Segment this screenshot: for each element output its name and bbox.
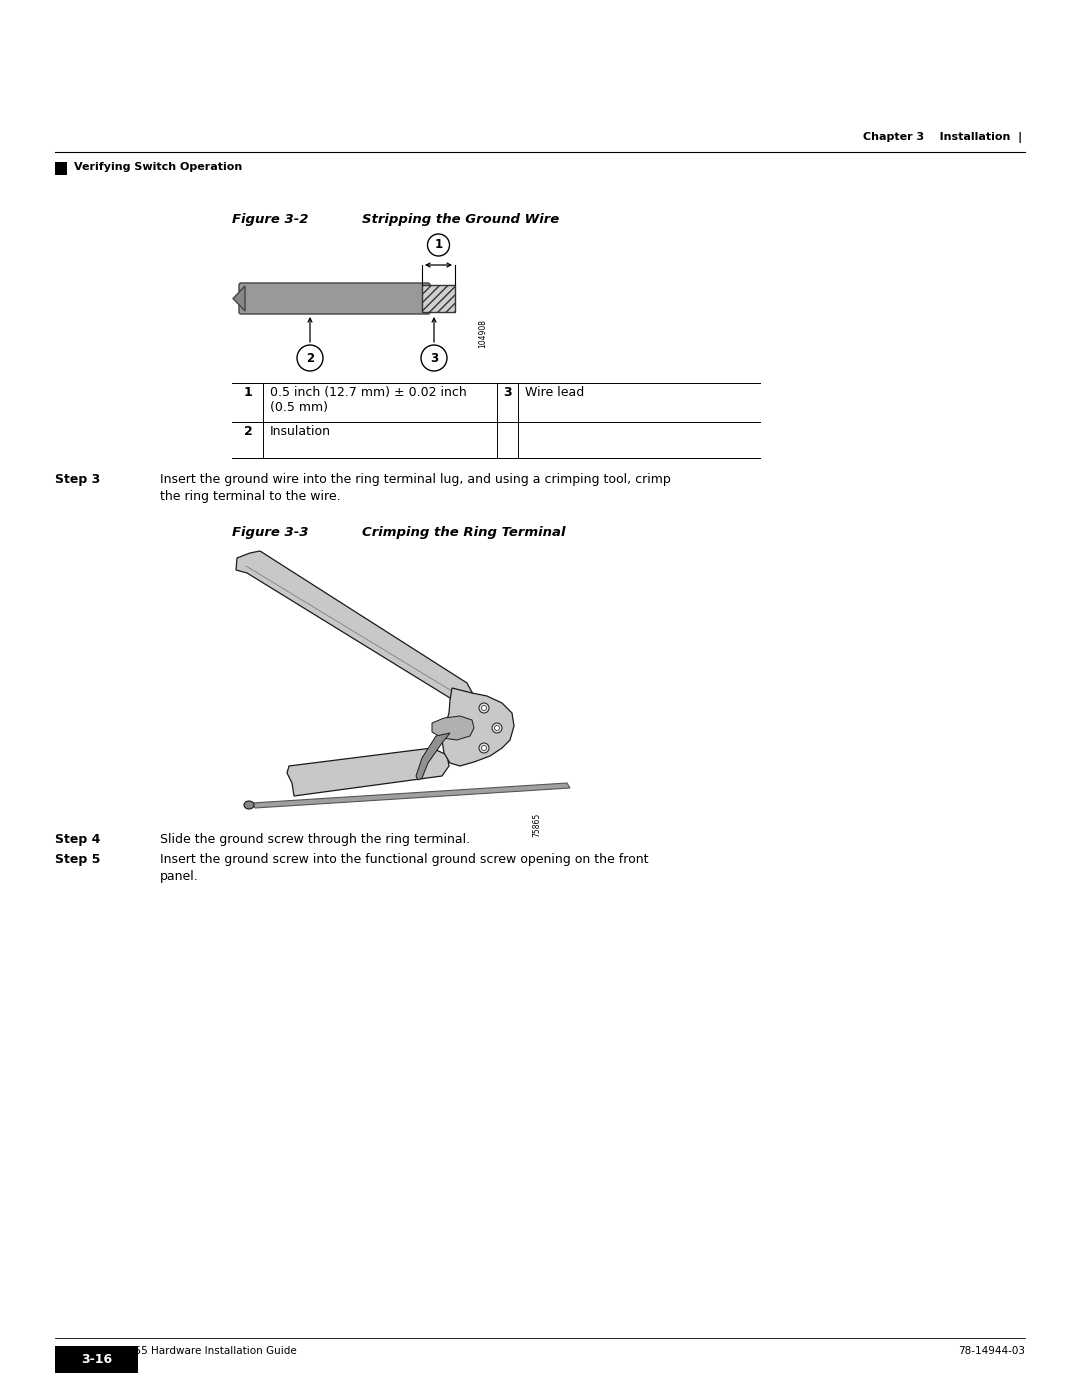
Text: Slide the ground screw through the ring terminal.: Slide the ground screw through the ring …: [160, 833, 470, 847]
Text: Step 3: Step 3: [55, 474, 100, 486]
Text: 78-14944-03: 78-14944-03: [958, 1345, 1025, 1356]
Circle shape: [482, 746, 486, 750]
Bar: [422, 285, 455, 312]
Circle shape: [482, 705, 486, 711]
Text: Figure 3-3: Figure 3-3: [232, 527, 309, 539]
Polygon shape: [287, 747, 449, 796]
Text: 3-16: 3-16: [81, 1354, 112, 1366]
Text: 0.5 inch (12.7 mm) ± 0.02 inch: 0.5 inch (12.7 mm) ± 0.02 inch: [270, 386, 467, 400]
Text: panel.: panel.: [160, 870, 199, 883]
Ellipse shape: [244, 800, 254, 809]
Polygon shape: [233, 286, 245, 312]
Text: 3: 3: [503, 386, 512, 400]
Text: 75865: 75865: [532, 813, 541, 837]
Text: 104908: 104908: [478, 319, 487, 348]
Text: Catalyst 2955 Hardware Installation Guide: Catalyst 2955 Hardware Installation Guid…: [75, 1345, 297, 1356]
Circle shape: [495, 725, 499, 731]
Text: 2: 2: [306, 352, 314, 365]
Text: Verifying Switch Operation: Verifying Switch Operation: [75, 162, 242, 172]
Text: Insert the ground screw into the functional ground screw opening on the front: Insert the ground screw into the functio…: [160, 854, 648, 866]
Text: the ring terminal to the wire.: the ring terminal to the wire.: [160, 490, 340, 503]
Polygon shape: [252, 782, 570, 807]
Text: Crimping the Ring Terminal: Crimping the Ring Terminal: [362, 527, 566, 539]
Text: Step 4: Step 4: [55, 833, 100, 847]
Polygon shape: [432, 717, 474, 740]
Text: 1: 1: [434, 239, 443, 251]
Bar: [55, 1345, 138, 1373]
Text: 3: 3: [430, 352, 438, 365]
Circle shape: [297, 345, 323, 372]
Polygon shape: [442, 687, 514, 766]
Text: Wire lead: Wire lead: [525, 386, 584, 400]
Text: Figure 3-2: Figure 3-2: [232, 212, 309, 226]
Text: Insert the ground wire into the ring terminal lug, and using a crimping tool, cr: Insert the ground wire into the ring ter…: [160, 474, 671, 486]
Text: Step 5: Step 5: [55, 854, 100, 866]
Text: 2: 2: [244, 425, 253, 439]
Text: Chapter 3    Installation  |: Chapter 3 Installation |: [863, 131, 1022, 142]
Polygon shape: [237, 550, 474, 710]
Text: Stripping the Ground Wire: Stripping the Ground Wire: [362, 212, 559, 226]
Text: (0.5 mm): (0.5 mm): [270, 401, 328, 414]
Circle shape: [492, 724, 502, 733]
Bar: [55, 162, 67, 175]
Text: 1: 1: [244, 386, 253, 400]
Circle shape: [480, 703, 489, 712]
Text: Insulation: Insulation: [270, 425, 330, 439]
Circle shape: [480, 743, 489, 753]
FancyBboxPatch shape: [239, 284, 430, 314]
Circle shape: [421, 345, 447, 372]
Circle shape: [428, 235, 449, 256]
Polygon shape: [416, 733, 450, 780]
